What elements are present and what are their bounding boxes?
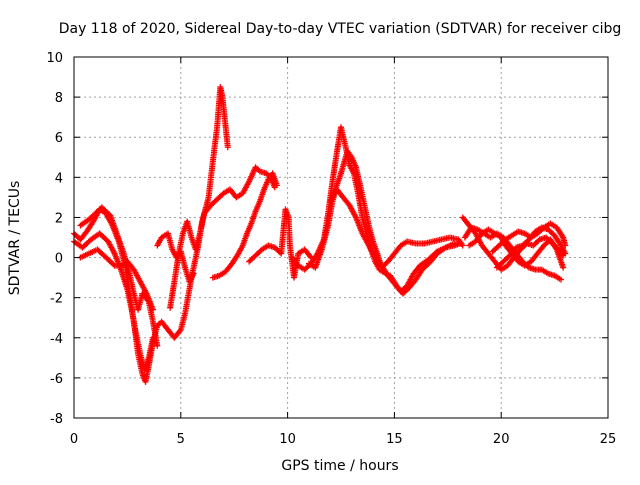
series-track-r xyxy=(493,224,569,271)
series-track-l xyxy=(378,234,466,271)
x-tick-label: 5 xyxy=(177,432,185,447)
data-point xyxy=(457,240,464,247)
series-track-g xyxy=(209,170,280,281)
data-point xyxy=(110,261,117,268)
series-track-m xyxy=(387,240,464,297)
y-tick-label: -8 xyxy=(50,412,63,427)
x-tick-label: 15 xyxy=(386,432,403,447)
x-tick-label: 20 xyxy=(493,432,510,447)
data-point xyxy=(273,182,280,189)
series-track-f xyxy=(167,164,278,311)
data-layer xyxy=(71,84,569,385)
data-point xyxy=(562,250,569,257)
y-tick-label: 2 xyxy=(55,211,63,226)
chart-title: Day 118 of 2020, Sidereal Day-to-day VTE… xyxy=(59,21,622,37)
y-tick-label: 4 xyxy=(55,171,63,186)
series-track-c xyxy=(77,204,161,349)
tick-layer: 0 5 10 15 20 25 -8 -6 -4 -2 0 2 4 6 8 10 xyxy=(46,51,616,447)
data-point xyxy=(190,270,197,277)
y-axis-label: SDTVAR / TECUs xyxy=(7,181,23,296)
x-tick-label: 25 xyxy=(600,432,617,447)
data-point xyxy=(558,276,565,283)
y-tick-label: -4 xyxy=(50,332,63,347)
y-tick-label: 10 xyxy=(46,51,63,66)
y-tick-label: 6 xyxy=(55,131,63,146)
y-tick-label: 8 xyxy=(55,91,63,106)
data-point xyxy=(176,328,183,335)
plot-frame xyxy=(73,56,609,419)
y-tick-label: -6 xyxy=(50,372,63,387)
y-tick-label: -2 xyxy=(50,292,63,307)
data-point xyxy=(224,144,231,151)
x-axis-label: GPS time / hours xyxy=(281,458,398,474)
y-tick-label: 0 xyxy=(55,252,63,267)
data-point xyxy=(307,253,314,260)
x-tick-label: 0 xyxy=(70,432,78,447)
data-point xyxy=(560,264,567,271)
data-point xyxy=(150,306,157,313)
series-track-b xyxy=(71,230,157,373)
x-tick-label: 10 xyxy=(279,432,296,447)
data-point xyxy=(154,342,161,349)
series-track-d xyxy=(77,246,157,313)
